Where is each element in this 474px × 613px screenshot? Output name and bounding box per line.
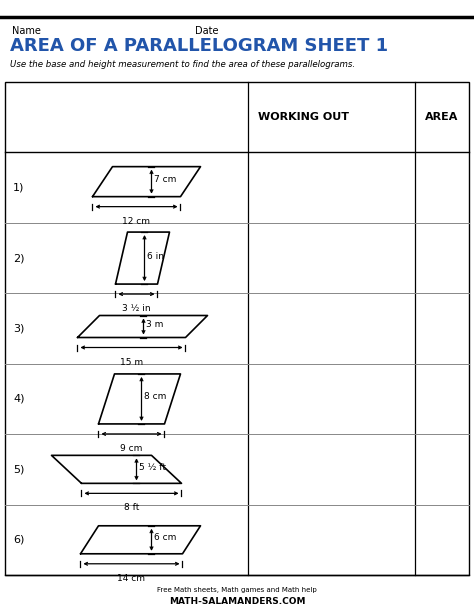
Text: 4): 4)	[13, 394, 25, 404]
Bar	[5, 82, 469, 575]
Text: 1): 1)	[13, 183, 24, 192]
Text: WORKING OUT: WORKING OUT	[258, 112, 349, 122]
Text: 6): 6)	[13, 535, 24, 545]
Text: Name: Name	[12, 26, 41, 36]
Text: 8 cm: 8 cm	[145, 392, 167, 402]
Text: 9 cm: 9 cm	[120, 444, 143, 453]
Text: 6 in: 6 in	[147, 251, 164, 261]
Text: 3 m: 3 m	[146, 320, 164, 329]
Text: 8 ft: 8 ft	[124, 503, 139, 512]
Text: Date: Date	[195, 26, 219, 36]
Text: 15 m: 15 m	[120, 357, 143, 367]
Text: 6 cm: 6 cm	[155, 533, 177, 543]
Text: MATH-SALAMANDERS.COM: MATH-SALAMANDERS.COM	[169, 598, 305, 606]
Text: Use the base and height measurement to find the area of these parallelograms.: Use the base and height measurement to f…	[10, 60, 355, 69]
Text: AREA: AREA	[425, 112, 459, 122]
Text: 12 cm: 12 cm	[122, 216, 151, 226]
Text: 5 ½ ft: 5 ½ ft	[139, 463, 166, 472]
Text: 3): 3)	[13, 324, 24, 333]
Text: 7 cm: 7 cm	[155, 175, 177, 184]
Text: 14 cm: 14 cm	[118, 574, 146, 583]
Text: 3 ½ in: 3 ½ in	[122, 304, 151, 313]
Text: 2): 2)	[13, 253, 25, 263]
Text: AREA OF A PARALLELOGRAM SHEET 1: AREA OF A PARALLELOGRAM SHEET 1	[10, 37, 388, 55]
Text: 5): 5)	[13, 465, 24, 474]
Text: Free Math sheets, Math games and Math help: Free Math sheets, Math games and Math he…	[157, 587, 317, 593]
